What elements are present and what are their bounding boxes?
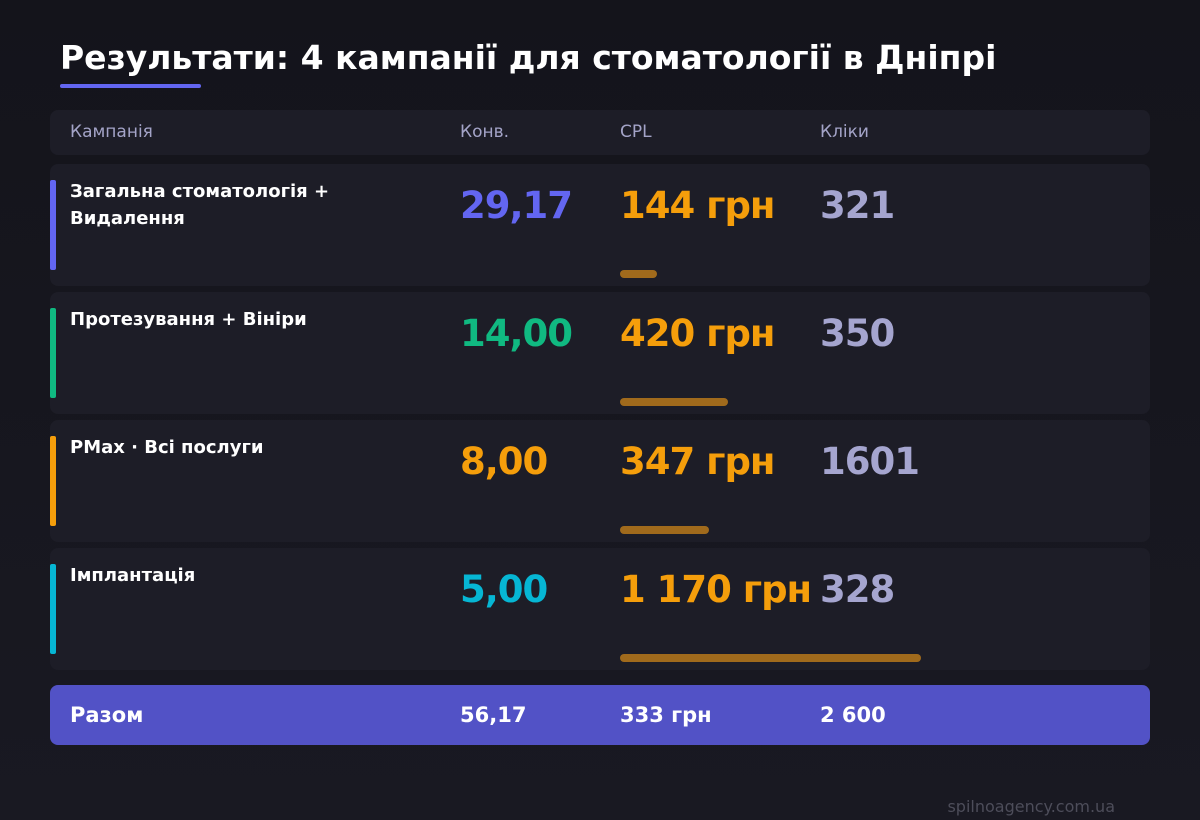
campaign-row — [50, 420, 1150, 542]
campaign-name: Загальна стоматологія + Видалення — [70, 181, 330, 229]
campaign-name: Протезування + Вініри — [70, 309, 307, 330]
footer-site: spilnoagency.com.ua — [947, 797, 1115, 816]
clicks: 1601 — [820, 440, 920, 483]
cpl: 1 170 грн — [620, 568, 812, 611]
clicks: 321 — [820, 184, 895, 227]
conversions: 29,17 — [460, 184, 573, 227]
table-header — [50, 110, 1150, 155]
campaign-name: PMax · Всі послуги — [70, 437, 264, 458]
conversions: 14,00 — [460, 312, 573, 355]
column-header: Кліки — [820, 122, 869, 142]
campaign-name: Імплантація — [70, 565, 196, 586]
campaign-row — [50, 548, 1150, 670]
title-underline — [60, 84, 201, 88]
total-cpl: 333 грн — [620, 703, 712, 727]
total-conversions: 56,17 — [460, 703, 527, 727]
row-accent — [50, 308, 56, 398]
total-name: Разом — [70, 703, 144, 727]
clicks: 350 — [820, 312, 895, 355]
column-header: CPL — [620, 122, 652, 142]
clicks: 328 — [820, 568, 895, 611]
campaign-row — [50, 164, 1150, 286]
cpl: 144 грн — [620, 184, 775, 227]
total-row — [50, 685, 1150, 745]
total-clicks: 2 600 — [820, 703, 886, 727]
page-title: Результати: 4 кампанії для стоматології … — [60, 38, 997, 77]
row-accent — [50, 564, 56, 654]
column-header: Кампанія — [70, 122, 153, 142]
cpl-bar — [620, 398, 729, 406]
cpl-bar — [620, 270, 658, 278]
cpl: 420 грн — [620, 312, 775, 355]
row-accent — [50, 180, 56, 270]
conversions: 8,00 — [460, 440, 548, 483]
campaign-row — [50, 292, 1150, 414]
cpl-bar — [620, 526, 710, 534]
cpl: 347 грн — [620, 440, 775, 483]
column-header: Конв. — [460, 122, 510, 142]
cpl-bar — [620, 654, 921, 662]
conversions: 5,00 — [460, 568, 548, 611]
row-accent — [50, 436, 56, 526]
